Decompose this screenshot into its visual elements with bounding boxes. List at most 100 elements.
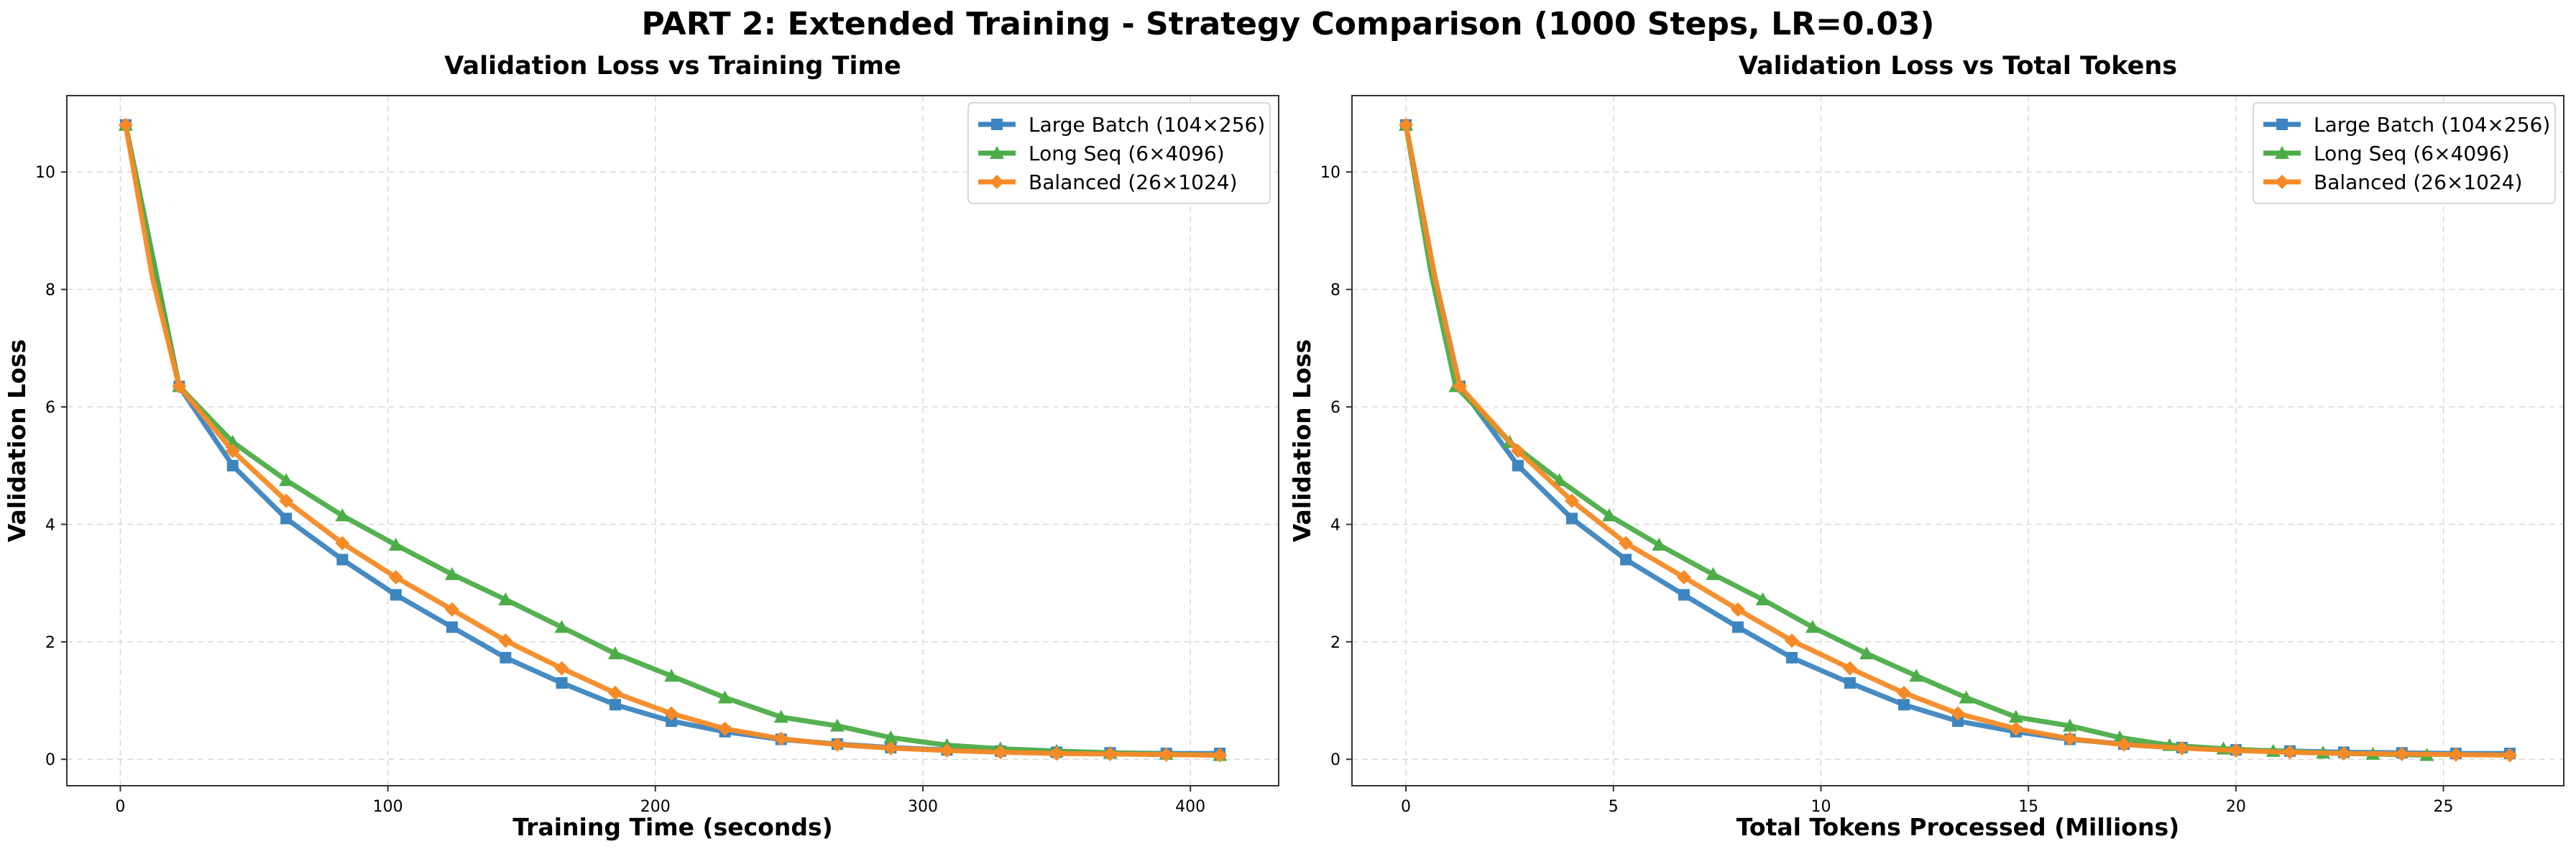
x-tick-label: 400 <box>1175 798 1205 816</box>
data-point <box>2008 721 2023 736</box>
data-point <box>993 745 1008 760</box>
data-point <box>2008 710 2023 723</box>
data-point <box>225 444 240 459</box>
data-point <box>1453 379 1468 394</box>
series-line <box>123 122 1223 756</box>
legend-item: Balanced (26×1024) <box>978 170 1238 194</box>
legend-box <box>967 102 1271 204</box>
chart-title: Validation Loss vs Total Tokens <box>1739 52 2177 81</box>
data-point <box>1676 569 1691 584</box>
data-point <box>554 620 569 633</box>
data-point <box>554 661 569 676</box>
data-point <box>1652 538 1667 551</box>
y-tick-label: 4 <box>45 516 55 534</box>
legend-marker <box>2275 175 2289 189</box>
legend-item: Balanced (26×1024) <box>2263 170 2523 194</box>
data-point <box>1909 669 1924 682</box>
data-point <box>1730 602 1745 617</box>
data-point <box>2502 748 2517 763</box>
data-point <box>280 513 293 525</box>
data-point <box>1512 459 1524 472</box>
x-tick-label: 300 <box>908 798 938 816</box>
data-point <box>773 731 788 746</box>
y-tick-label: 10 <box>35 164 55 182</box>
legend-label: Long Seq (6×4096) <box>1029 142 1225 165</box>
data-point <box>2174 740 2189 756</box>
data-point <box>2116 737 2131 752</box>
data-point <box>1565 493 1580 508</box>
data-point <box>1706 566 1721 580</box>
series-line <box>123 122 1223 758</box>
data-point <box>1786 651 1798 664</box>
data-point <box>1399 117 1414 132</box>
data-point <box>556 677 568 689</box>
plot-frame <box>66 95 1279 786</box>
x-tick-label: 10 <box>1811 798 1831 816</box>
data-point <box>883 730 898 744</box>
data-point <box>1785 633 1800 648</box>
legend-label: Balanced (26×1024) <box>1029 170 1238 194</box>
legend-label: Large Batch (104×256) <box>1029 113 1265 137</box>
data-point <box>390 589 402 601</box>
data-point <box>498 592 513 606</box>
x-tick-label: 25 <box>2434 798 2454 816</box>
data-point <box>2448 747 2463 762</box>
data-point <box>1620 554 1632 566</box>
data-point <box>1601 508 1616 522</box>
data-point <box>2228 743 2243 758</box>
legend-item: Long Seq (6×4096) <box>978 142 1225 165</box>
y-tick-label: 8 <box>45 282 55 300</box>
legend-marker <box>2275 146 2289 159</box>
data-point <box>883 740 898 756</box>
series-line <box>123 122 1223 758</box>
series-balanced-26-1024 <box>1399 117 2517 763</box>
y-axis-label: Validation Loss <box>3 339 31 542</box>
y-tick-label: 0 <box>1330 751 1340 769</box>
data-point <box>1842 661 1857 676</box>
data-point <box>666 715 678 728</box>
data-point <box>773 710 788 723</box>
data-point <box>335 536 350 551</box>
series-large-batch-104-256 <box>1400 119 2516 760</box>
data-point <box>1619 536 1634 551</box>
data-point <box>2062 731 2077 746</box>
legend-item: Large Batch (104×256) <box>2263 113 2550 137</box>
data-point <box>336 554 349 566</box>
data-point <box>1678 589 1690 601</box>
data-point <box>664 706 679 721</box>
data-point <box>1159 747 1174 762</box>
data-point <box>1951 706 1965 721</box>
data-point <box>335 508 350 522</box>
data-point <box>609 699 621 711</box>
data-point <box>1755 592 1770 606</box>
data-point <box>607 685 622 700</box>
data-point <box>279 473 294 487</box>
legend: Large Batch (104×256) Long Seq (6×4096) Ba… <box>967 102 1271 204</box>
data-point <box>1805 620 1820 633</box>
x-tick-label: 100 <box>373 798 403 816</box>
data-point <box>1952 715 1964 728</box>
legend-item: Large Batch (104×256) <box>978 113 1265 137</box>
legend-marker <box>991 119 1003 130</box>
data-point <box>500 651 512 664</box>
data-point <box>1859 646 1874 660</box>
y-tick-label: 6 <box>1330 399 1340 417</box>
data-point <box>939 743 954 758</box>
data-point <box>2394 746 2409 761</box>
y-tick-label: 6 <box>45 399 55 417</box>
y-axis-label: Validation Loss <box>1288 339 1316 542</box>
legend-marker <box>990 146 1004 159</box>
series-line <box>1403 122 2429 758</box>
legend-label: Long Seq (6×4096) <box>2314 142 2510 165</box>
legend-label: Balanced (26×1024) <box>2314 170 2523 194</box>
chart-panel-training-time: 0 100 200 300 400 0 2 4 6 8 10 Validation Loss vs T… <box>3 52 1279 841</box>
y-tick-label: 8 <box>1330 282 1340 300</box>
data-point <box>444 602 459 617</box>
x-tick-label: 15 <box>2018 798 2038 816</box>
chart-title: Validation Loss vs Training Time <box>444 52 901 81</box>
legend-marker <box>990 175 1004 189</box>
data-point <box>2336 746 2351 761</box>
data-point <box>1896 685 1911 700</box>
legend-label: Large Batch (104×256) <box>2314 113 2550 137</box>
